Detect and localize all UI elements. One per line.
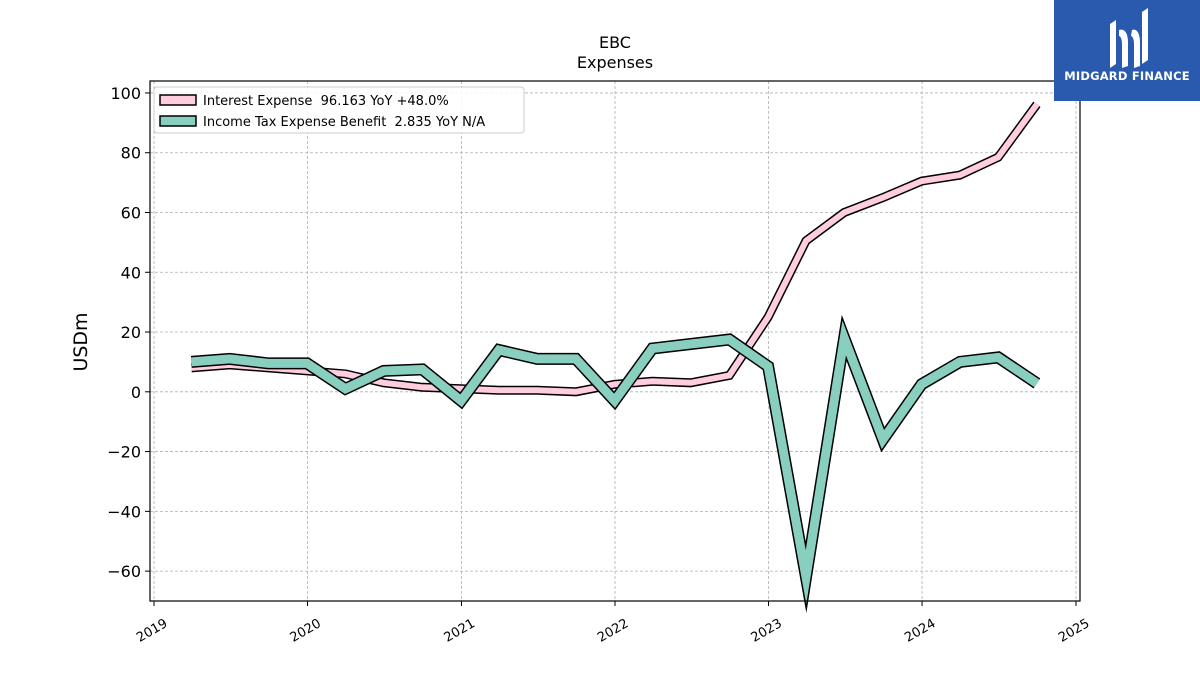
data-point-interest-expense <box>1036 103 1038 105</box>
x-tick-label: 2024 <box>902 616 938 646</box>
y-tick-label: 20 <box>121 323 141 342</box>
data-point-interest-expense <box>498 389 500 391</box>
data-point-interest-expense <box>959 174 961 176</box>
data-point-income-tax-expense-benefit <box>843 337 845 339</box>
data-point-income-tax-expense-benefit <box>959 361 961 363</box>
data-point-income-tax-expense-benefit <box>1036 382 1038 384</box>
data-point-income-tax-expense-benefit <box>190 361 192 363</box>
legend-swatch-income-tax <box>159 115 197 127</box>
y-tick-label: −20 <box>107 443 141 462</box>
grid <box>150 81 1080 601</box>
midgard-logo-icon <box>1110 8 1148 68</box>
data-point-interest-expense <box>805 240 807 242</box>
data-point-interest-expense <box>651 380 653 382</box>
series-line-income-tax-expense-benefit <box>191 320 1040 604</box>
data-point-income-tax-expense-benefit <box>267 362 269 364</box>
y-axis-label: USDm <box>70 312 92 371</box>
y-tick-label: 100 <box>110 84 141 103</box>
data-point-interest-expense <box>575 391 577 393</box>
data-point-interest-expense <box>882 197 884 199</box>
data-point-income-tax-expense-benefit <box>767 365 769 367</box>
series-line-interest-expense <box>191 102 1040 395</box>
y-tick-label: 80 <box>121 144 141 163</box>
legend-box <box>153 86 525 134</box>
data-point-income-tax-expense-benefit <box>306 362 308 364</box>
data-point-income-tax-expense-benefit <box>498 349 500 351</box>
data-point-income-tax-expense-benefit <box>536 358 538 360</box>
data-point-income-tax-expense-benefit <box>882 439 884 441</box>
x-tick-label: 2021 <box>442 616 478 646</box>
data-point-income-tax-expense-benefit <box>690 343 692 345</box>
data-point-income-tax-expense-benefit <box>344 388 346 390</box>
data-point-income-tax-expense-benefit <box>921 383 923 385</box>
y-tick-label: 60 <box>121 203 141 222</box>
data-point-income-tax-expense-benefit <box>614 400 616 402</box>
data-point-income-tax-expense-benefit <box>651 347 653 349</box>
data-point-income-tax-expense-benefit <box>575 358 577 360</box>
brand-name: MIDGARD FINANCE <box>1064 69 1190 83</box>
y-tick-label: 40 <box>121 263 141 282</box>
x-tick-label: 2023 <box>749 616 785 646</box>
data-point-interest-expense <box>383 382 385 384</box>
chart-subtitle: Expenses <box>577 53 653 72</box>
legend-label-interest-expense: Interest Expense 96.163 YoY +48.0% <box>203 94 449 109</box>
data-point-income-tax-expense-benefit <box>805 576 807 578</box>
data-point-interest-expense <box>421 386 423 388</box>
x-tick-label: 2020 <box>288 616 324 646</box>
data-point-interest-expense <box>997 156 999 158</box>
data-point-interest-expense <box>843 211 845 213</box>
data-point-interest-expense <box>921 180 923 182</box>
x-tick-label: 2019 <box>134 616 170 646</box>
y-tick-label: 0 <box>131 383 141 402</box>
y-tick-label: −60 <box>107 562 141 581</box>
data-point-interest-expense <box>728 374 730 376</box>
data-point-income-tax-expense-benefit <box>460 400 462 402</box>
x-tick-label: 2025 <box>1056 616 1092 646</box>
data-point-interest-expense <box>460 388 462 390</box>
chart-title: EBC <box>599 33 631 52</box>
y-tick-label: −40 <box>107 502 141 521</box>
series-outline-interest-expense <box>191 101 1041 397</box>
data-point-income-tax-expense-benefit <box>997 356 999 358</box>
data-point-interest-expense <box>614 383 616 385</box>
legend-label-income-tax: Income Tax Expense Benefit 2.835 YoY N/A <box>203 115 485 130</box>
x-tick-label: 2022 <box>595 616 631 646</box>
data-point-interest-expense <box>344 373 346 375</box>
data-point-income-tax-expense-benefit <box>421 368 423 370</box>
data-point-interest-expense <box>536 389 538 391</box>
series-layer <box>190 101 1041 613</box>
data-point-income-tax-expense-benefit <box>728 339 730 341</box>
legend-swatch-interest-expense <box>159 94 197 106</box>
data-point-interest-expense <box>767 316 769 318</box>
data-point-income-tax-expense-benefit <box>229 358 231 360</box>
data-point-interest-expense <box>690 382 692 384</box>
legend: Interest Expense 96.163 YoY +48.0% Incom… <box>153 86 525 134</box>
data-point-income-tax-expense-benefit <box>383 370 385 372</box>
brand-logo: MIDGARD FINANCE <box>1054 0 1200 101</box>
